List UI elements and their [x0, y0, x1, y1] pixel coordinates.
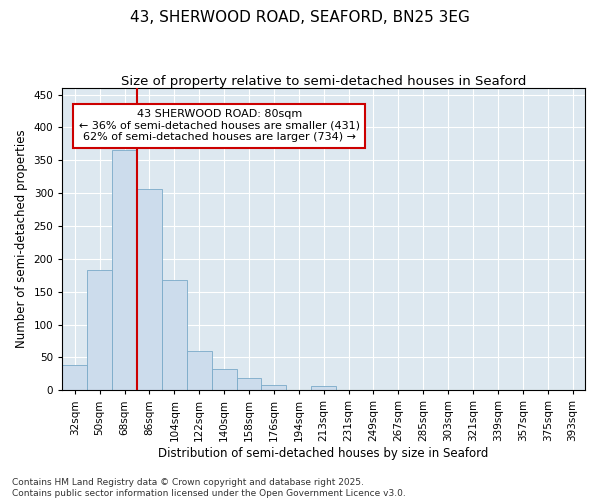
Bar — [137, 188, 162, 390]
Bar — [212, 368, 236, 390]
Bar — [62, 366, 87, 390]
Bar — [262, 385, 286, 390]
Y-axis label: Number of semi-detached properties: Number of semi-detached properties — [15, 130, 28, 348]
Bar — [87, 270, 112, 390]
Title: Size of property relative to semi-detached houses in Seaford: Size of property relative to semi-detach… — [121, 75, 526, 88]
Bar — [311, 386, 336, 390]
Bar — [236, 378, 262, 390]
X-axis label: Distribution of semi-detached houses by size in Seaford: Distribution of semi-detached houses by … — [158, 447, 489, 460]
Bar — [187, 351, 212, 391]
Text: 43 SHERWOOD ROAD: 80sqm
← 36% of semi-detached houses are smaller (431)
62% of s: 43 SHERWOOD ROAD: 80sqm ← 36% of semi-de… — [79, 109, 359, 142]
Bar — [162, 280, 187, 390]
Bar — [112, 150, 137, 390]
Text: Contains HM Land Registry data © Crown copyright and database right 2025.
Contai: Contains HM Land Registry data © Crown c… — [12, 478, 406, 498]
Text: 43, SHERWOOD ROAD, SEAFORD, BN25 3EG: 43, SHERWOOD ROAD, SEAFORD, BN25 3EG — [130, 10, 470, 25]
